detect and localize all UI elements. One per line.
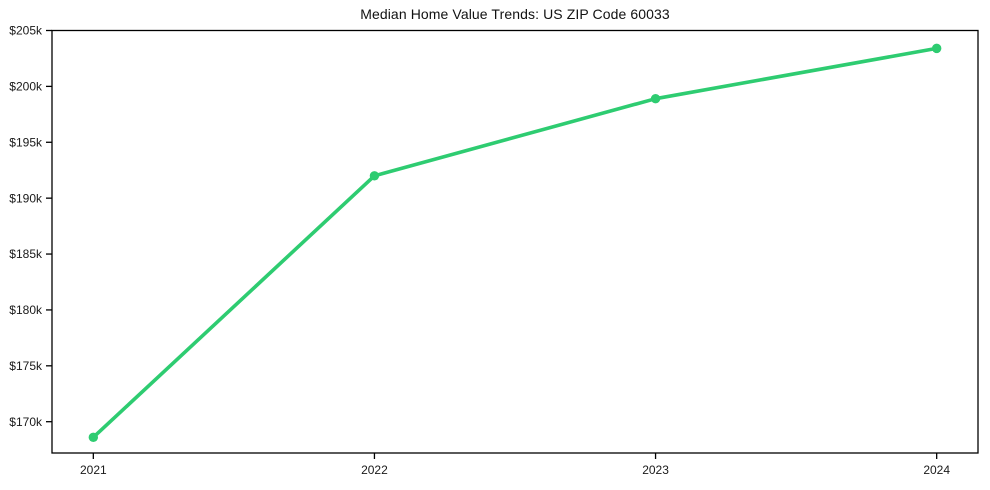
y-tick-label: $190k [9, 191, 43, 205]
x-tick-label: 2024 [923, 463, 950, 477]
plot-border [51, 29, 979, 454]
y-tick-label: $180k [9, 303, 43, 317]
y-tick-label: $195k [9, 135, 43, 149]
data-point-2023 [650, 93, 661, 104]
data-point-2021 [88, 432, 99, 443]
y-tick-label: $175k [9, 359, 43, 373]
y-tick-label: $200k [9, 80, 43, 94]
y-tick-label: $205k [9, 24, 43, 38]
data-point-2022 [369, 171, 380, 181]
x-tick-label: 2023 [642, 463, 669, 477]
data-point-2024 [931, 43, 942, 54]
y-tick-label: $170k [9, 415, 43, 429]
x-tick-label: 2021 [80, 463, 107, 477]
x-tick-label: 2022 [361, 463, 388, 477]
y-tick-label: $185k [9, 247, 43, 261]
chart-title: Median Home Value Trends: US ZIP Code 60… [360, 6, 670, 22]
trend-line [91, 46, 939, 440]
